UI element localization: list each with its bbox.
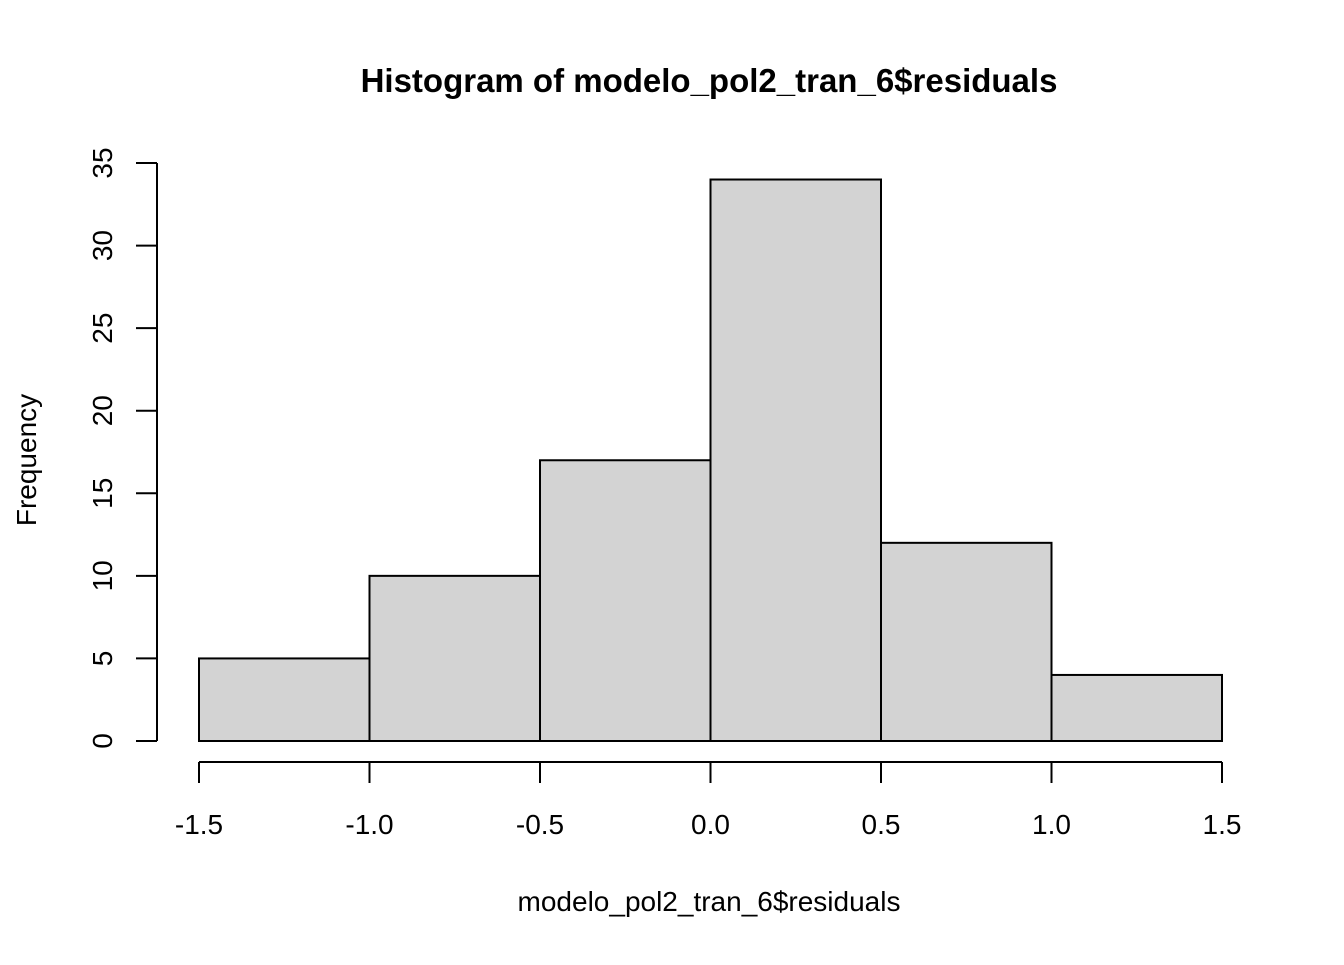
y-tick-label: 5 — [87, 651, 118, 667]
x-tick-label: 1.5 — [1203, 809, 1242, 840]
x-axis: -1.5 -1.0 -0.5 0.0 0.5 1.0 1.5 — [175, 761, 1242, 840]
histogram-bar-1 — [368, 574, 541, 742]
y-tick-label: 20 — [87, 395, 118, 426]
x-axis-label: modelo_pol2_tran_6$residuals — [518, 886, 901, 917]
y-tick-label: 35 — [87, 147, 118, 178]
histogram-bar-2 — [539, 459, 712, 742]
y-tick-label: 15 — [87, 478, 118, 509]
x-tick-label: -1.0 — [345, 809, 393, 840]
histogram-bars — [198, 178, 1223, 743]
histogram-bar-0 — [198, 657, 371, 743]
x-tick-label: -0.5 — [516, 809, 564, 840]
y-tick-label: 25 — [87, 313, 118, 344]
y-tick-label: 10 — [87, 560, 118, 591]
x-tick-label: -1.5 — [175, 809, 223, 840]
histogram-bar-4 — [880, 541, 1053, 742]
y-tick-label: 30 — [87, 230, 118, 261]
x-tick-label: 0.0 — [691, 809, 730, 840]
x-tick-label: 0.5 — [862, 809, 901, 840]
y-tick-label: 0 — [87, 733, 118, 749]
histogram-bar-3 — [709, 178, 882, 742]
x-tick-label: 1.0 — [1032, 809, 1071, 840]
y-axis: 0 5 10 15 20 25 30 35 — [87, 147, 158, 749]
y-axis-label: Frequency — [11, 394, 42, 526]
chart-title: Histogram of modelo_pol2_tran_6$residual… — [361, 62, 1058, 99]
histogram-bar-5 — [1050, 673, 1223, 743]
